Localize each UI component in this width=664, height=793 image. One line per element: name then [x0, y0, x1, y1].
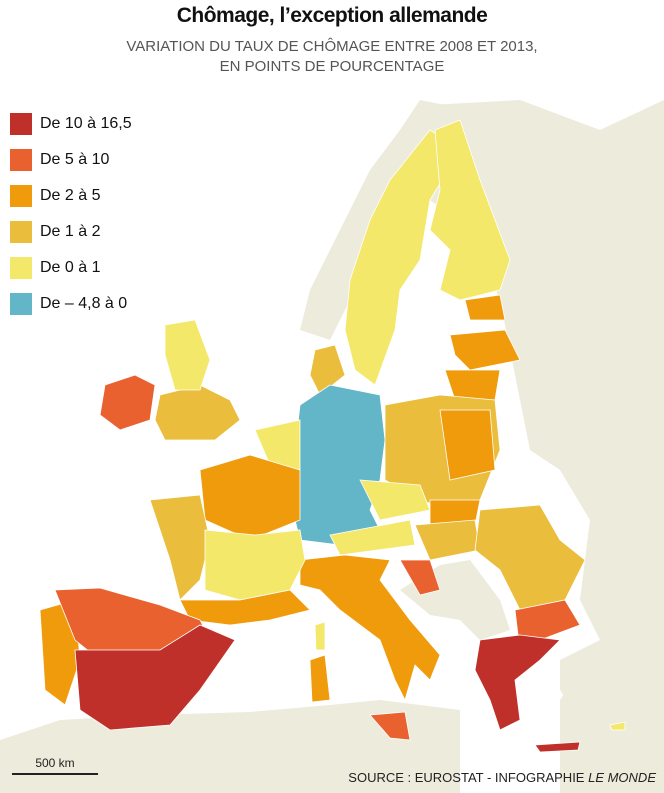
region-cyprus	[609, 721, 626, 731]
legend-label: De – 4,8 à 0	[40, 295, 128, 312]
legend-item: De 10 à 16,5	[10, 106, 132, 142]
map-title: Chômage, l’exception allemande	[176, 4, 488, 27]
legend-swatch	[10, 257, 32, 279]
region-uk-north	[164, 319, 211, 391]
source-publication: LE MONDE	[588, 770, 656, 785]
legend-label: De 5 à 10	[40, 151, 110, 168]
legend-item: De – 4,8 à 0	[10, 286, 132, 322]
region-estonia	[464, 294, 506, 321]
legend-item: De 0 à 1	[10, 250, 132, 286]
region-austria	[329, 519, 416, 556]
source-prefix: SOURCE : EUROSTAT - INFOGRAPHIE	[348, 770, 589, 785]
region-poland-east	[439, 409, 496, 481]
legend-label: De 0 à 1	[40, 259, 101, 276]
legend-label: De 1 à 2	[40, 223, 101, 240]
region-greece	[474, 634, 561, 731]
region-crete	[534, 741, 581, 753]
turkey-land	[560, 640, 664, 720]
legend-swatch	[10, 221, 32, 243]
norway-land	[300, 100, 470, 340]
legend-label: De 10 à 16,5	[40, 115, 132, 132]
region-france-center	[204, 529, 306, 601]
region-italy	[299, 554, 441, 702]
legend-label: De 2 à 5	[40, 187, 101, 204]
region-sardinia	[309, 654, 331, 703]
region-france-west	[149, 494, 211, 601]
non-eu-land	[0, 100, 664, 793]
region-spain-south	[74, 624, 236, 731]
legend-item: De 5 à 10	[10, 142, 132, 178]
legend-swatch	[10, 113, 32, 135]
scale-label: 500 km	[35, 756, 75, 770]
legend-item: De 2 à 5	[10, 178, 132, 214]
region-slovenia-croatia	[399, 559, 441, 596]
region-latvia	[449, 329, 521, 371]
region-finland	[429, 119, 511, 301]
scale-bar	[12, 773, 98, 775]
region-sicily	[369, 711, 411, 741]
region-ireland	[99, 374, 156, 431]
region-bulgaria	[514, 599, 581, 641]
regions	[39, 119, 626, 753]
russia-east-land	[420, 100, 664, 793]
region-corsica	[314, 621, 326, 651]
source-credit: SOURCE : EUROSTAT - INFOGRAPHIE LE MONDE	[348, 770, 656, 785]
legend-item: De 1 à 2	[10, 214, 132, 250]
legend-swatch	[10, 185, 32, 207]
legend-swatch	[10, 293, 32, 315]
map-subtitle-line1: VARIATION DU TAUX DE CHÔMAGE ENTRE 2008 …	[126, 38, 538, 55]
region-denmark	[309, 344, 346, 396]
legend-swatch	[10, 149, 32, 171]
region-hungary	[414, 519, 481, 561]
region-germany	[289, 384, 386, 546]
map-subtitle-line2: EN POINTS DE POURCENTAGE	[219, 58, 445, 75]
region-france-north	[199, 454, 301, 541]
region-lithuania	[444, 369, 501, 401]
region-uk-south	[154, 384, 241, 441]
legend: De 10 à 16,5 De 5 à 10 De 2 à 5 De 1 à 2…	[10, 106, 132, 322]
